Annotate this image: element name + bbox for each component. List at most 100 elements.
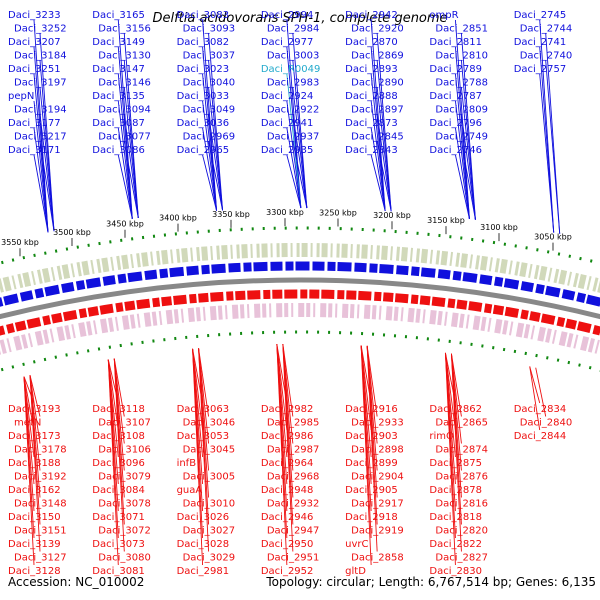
reverse-gene-label: Daci_3139 (8, 539, 61, 550)
reverse-gene-label: Daci_3192 (14, 472, 67, 483)
reverse-gene-label: Daci_2822 (429, 539, 482, 550)
reverse-gene-label: Daci_2986 (261, 431, 314, 442)
forward-gene-label: Daci_2897 (351, 105, 404, 116)
label-connector (29, 375, 41, 417)
label-connector (286, 73, 302, 209)
label-connector (376, 114, 392, 212)
reverse-gene-label: guaA (177, 485, 203, 496)
label-connector (460, 60, 476, 220)
reverse-gene-label: gltD (345, 566, 366, 577)
reverse-gene-label: Daci_3127 (14, 553, 67, 564)
axis-ticks: 3550 kbp 3500 kbp 3450 kbp 3400 kbp 3350 kbp… (1, 208, 572, 257)
forward-gene-label: Daci_3146 (98, 78, 151, 89)
reverse-gene-label: Daci_3010 (183, 499, 236, 510)
forward-gene-label: Daci_2873 (345, 118, 398, 129)
label-connector (29, 375, 41, 552)
forward-gene-label: Daci_3130 (98, 51, 151, 62)
reverse-gene-label: Daci_2834 (514, 404, 567, 415)
reverse-gene-label: Daci_3151 (14, 526, 67, 537)
forward-gene-label: Daci_2890 (351, 78, 404, 89)
reverse-gene-label: Daci_2933 (351, 418, 404, 429)
reverse-gene-label: Daci_2865 (435, 418, 488, 429)
label-connector (529, 366, 541, 431)
reverse-gene-label: Daci_2987 (267, 445, 320, 456)
reverse-gene-label: Daci_3029 (183, 553, 236, 564)
label-connector (450, 353, 462, 417)
forward-gene-label: Daci_3094 (98, 105, 151, 116)
forward-gene-label: Daci_3087 (92, 118, 145, 129)
reverse-gene-label: infB (177, 458, 197, 469)
forward-gene-label: Daci_2937 (267, 132, 320, 143)
axis-tick-label: 3550 kbp (1, 238, 39, 247)
label-connector (366, 345, 378, 417)
label-connector (33, 154, 49, 233)
reverse-gene-label: Daci_3026 (177, 512, 230, 523)
forward-strand-ring (0, 261, 600, 307)
reverse-gene-label: Daci_2830 (429, 566, 482, 577)
forward-gene-label: Daci_2869 (351, 51, 404, 62)
label-connector (286, 46, 302, 209)
reverse-gene-label: Daci_3096 (92, 458, 145, 469)
reverse-gene-label: Daci_2916 (345, 404, 398, 415)
gc-ring-outer (0, 226, 600, 265)
label-connector (29, 375, 41, 444)
reverse-gene-label: Daci_2951 (267, 553, 320, 564)
genome-rings (0, 226, 600, 372)
reverse-gene-label: Daci_2917 (351, 499, 404, 510)
forward-gene-label: Daci_3217 (14, 132, 67, 143)
forward-gene-label: Daci_2942 (345, 10, 398, 21)
label-connector (123, 60, 139, 218)
reverse-gene-label: Daci_2820 (435, 526, 488, 537)
label-connector (370, 46, 386, 211)
label-connector (539, 73, 555, 233)
label-connector (33, 127, 49, 233)
reverse-gene-label: Daci_3005 (183, 472, 236, 483)
label-connector (123, 141, 139, 219)
label-connector (286, 154, 302, 209)
reverse-gene-label: Daci_3045 (183, 445, 236, 456)
label-connector (292, 114, 308, 209)
label-connector (370, 154, 386, 211)
reverse-strand-ring (0, 289, 600, 336)
forward-gene-label: Daci_2788 (435, 78, 488, 89)
forward-gene-label: Daci_3093 (183, 24, 236, 35)
label-connector (107, 359, 119, 566)
reverse-gene-label: Daci_2904 (351, 472, 404, 483)
forward-gene-label: Daci_2757 (514, 64, 567, 75)
axis-tick-label: 3100 kbp (480, 223, 518, 232)
forward-gene-label: Daci_2977 (261, 37, 314, 48)
forward-gene-label: Daci_2922 (267, 105, 320, 116)
label-connector (202, 46, 218, 211)
label-connector (117, 154, 133, 219)
reverse-gene-label: Daci_2968 (267, 472, 320, 483)
reverse-gene-label: Daci_2919 (351, 526, 404, 537)
reverse-gene-label: Daci_3027 (183, 526, 236, 537)
label-connector (113, 358, 125, 417)
axis-tick-label: 3350 kbp (212, 210, 250, 219)
reverse-gene-label: Daci_3053 (177, 431, 230, 442)
label-connector (370, 127, 386, 211)
label-connector (117, 100, 133, 219)
reverse-gene-label: Daci_2985 (267, 418, 320, 429)
label-connector (202, 127, 218, 211)
reverse-gene-label: Daci_2878 (429, 485, 482, 496)
forward-gene-label: Daci_R0049 (261, 64, 321, 75)
axis-tick-label: 3250 kbp (319, 209, 357, 218)
label-connector (535, 367, 547, 417)
label-connector (286, 127, 302, 209)
forward-gene-label: Daci_2746 (429, 145, 482, 156)
forward-gene-label: Daci_2893 (345, 64, 398, 75)
forward-gene-label: Daci_2965 (177, 145, 230, 156)
reverse-gene-label: uvrC (345, 539, 368, 550)
gene-labels: Daci_3233 Daci_3252 Daci_3207 Daci_3184 Daci… (8, 10, 572, 577)
label-connector (39, 87, 55, 232)
reverse-gene-label: Daci_2899 (345, 458, 398, 469)
reverse-gene-label: Daci_2946 (261, 512, 314, 523)
reverse-gene-label: Daci_2952 (261, 566, 314, 577)
label-connector (360, 345, 372, 566)
forward-gene-label: Daci_3156 (98, 24, 151, 35)
forward-gene-label: Daci_2810 (435, 51, 488, 62)
reverse-gene-label: Daci_3073 (92, 539, 145, 550)
reverse-gene-label: Daci_2932 (267, 499, 320, 510)
